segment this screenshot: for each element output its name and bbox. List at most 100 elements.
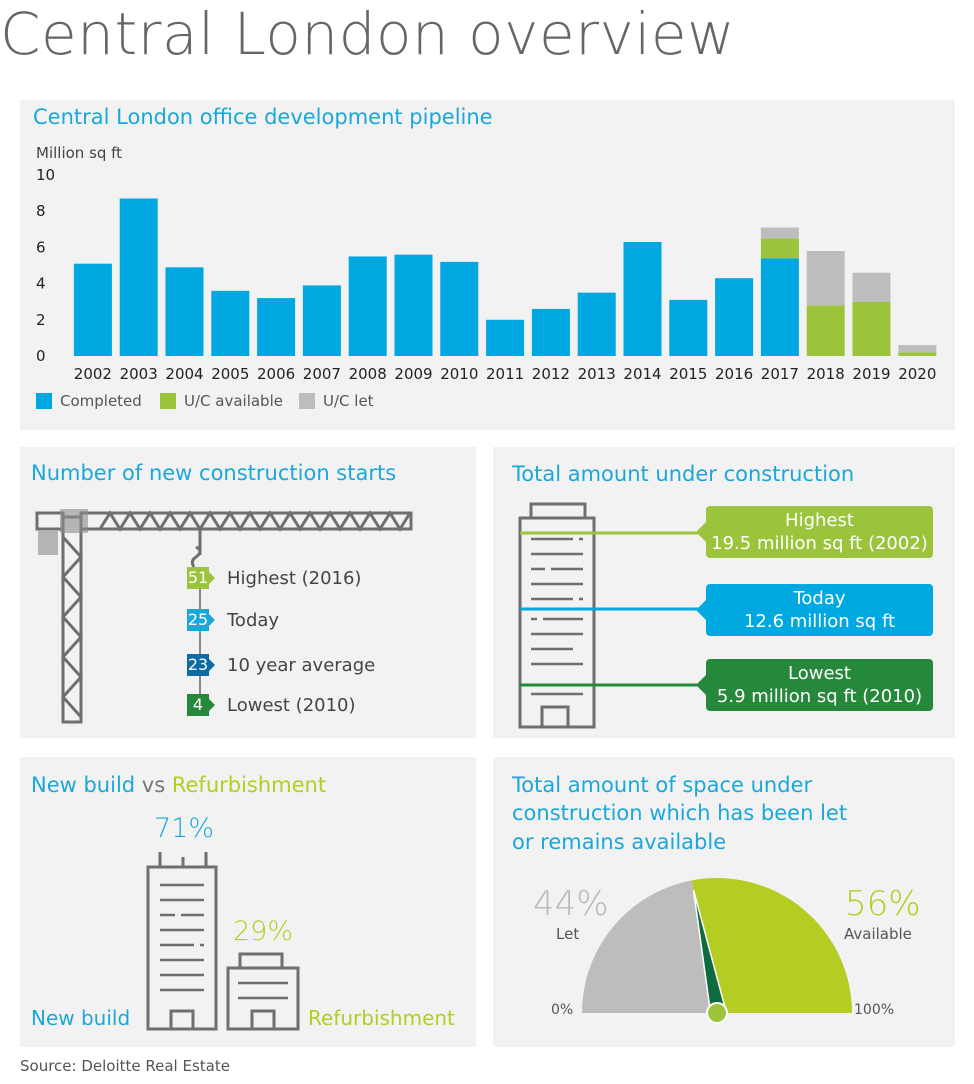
- x-tick-label: 2013: [578, 365, 616, 383]
- starts-row-today: 25 Today: [187, 609, 279, 631]
- bar-completed-2014: [623, 241, 662, 356]
- bar-u-c-available-2018: [806, 305, 845, 356]
- newbuild-title-vs: vs: [135, 773, 172, 797]
- bar-completed-2002: [73, 263, 112, 356]
- x-tick-label: 2009: [394, 365, 432, 383]
- x-tick-label: 2020: [898, 365, 936, 383]
- gauge-max-label: 100%: [854, 1002, 895, 1018]
- building-tower-icon: [518, 502, 708, 729]
- bar-u-c-let-2017: [760, 227, 799, 239]
- space-let-title-line-1: Total amount of space under: [512, 773, 813, 797]
- starts-label-today: Today: [227, 609, 280, 631]
- bar-completed-2003: [119, 198, 158, 356]
- bar-completed-2017: [760, 258, 799, 356]
- gauge-available-slice: [691, 878, 852, 1013]
- bar-u-c-let-2019: [852, 272, 891, 302]
- bar-completed-2008: [348, 256, 387, 356]
- starts-tag-highest: 51: [187, 567, 215, 589]
- x-tick-label: 2002: [74, 365, 112, 383]
- callout-highest-value: 19.5 million sq ft (2002): [711, 533, 928, 554]
- legend-label-uc-available: U/C available: [184, 392, 283, 410]
- available-pct: 56%: [845, 884, 921, 924]
- legend-uc-let: U/C let: [299, 392, 374, 410]
- callout-lowest-title: Lowest: [788, 663, 851, 684]
- space-let-panel: Total amount of space under construction…: [493, 757, 955, 1047]
- starts-label-lowest: Lowest (2010): [227, 694, 356, 716]
- x-tick-label: 2012: [532, 365, 570, 383]
- crane-illustration: [35, 509, 413, 724]
- starts-row-lowest: 4 Lowest (2010): [187, 694, 356, 716]
- legend-swatch-uc-available: [160, 393, 176, 409]
- let-label: Let: [556, 925, 580, 943]
- y-tick-label: 0: [36, 347, 46, 365]
- bar-u-c-let-2020: [898, 345, 937, 353]
- available-label: Available: [844, 925, 912, 943]
- newbuild-title-a: New build: [31, 773, 136, 797]
- newbuild-panel: New build vs Refurbishment 71% 29%: [20, 757, 476, 1047]
- legend-uc-available: U/C available: [160, 392, 283, 410]
- callout-highest-title: Highest: [785, 510, 854, 531]
- x-tick-label: 2005: [211, 365, 249, 383]
- construction-starts-title: Number of new construction starts: [31, 461, 397, 485]
- legend-completed: Completed: [36, 392, 142, 410]
- x-tick-label: 2004: [165, 365, 203, 383]
- chart-ylabel: Million sq ft: [36, 144, 123, 162]
- starts-tag-average: 23: [187, 654, 215, 676]
- gauge-hub: [706, 1002, 728, 1024]
- page-title: Central London overview: [0, 0, 736, 68]
- x-tick-label: 2017: [761, 365, 799, 383]
- bar-completed-2013: [577, 292, 616, 356]
- starts-row-average: 23 10 year average: [187, 654, 375, 676]
- bar-u-c-available-2019: [852, 301, 891, 356]
- refurb-pct: 29%: [233, 916, 294, 947]
- legend-label-uc-let: U/C let: [323, 392, 374, 410]
- y-tick-label: 4: [36, 275, 46, 293]
- callout-today-title: Today: [793, 588, 846, 609]
- starts-tag-today: 25: [187, 609, 215, 631]
- bar-completed-2012: [531, 308, 570, 356]
- x-tick-label: 2003: [120, 365, 158, 383]
- callout-today: Today 12.6 million sq ft: [696, 584, 933, 636]
- callout-today-value: 12.6 million sq ft: [743, 611, 896, 632]
- x-tick-label: 2018: [807, 365, 845, 383]
- newbuild-label: New build: [31, 1006, 131, 1030]
- newbuild-pct: 71%: [154, 813, 215, 844]
- x-tick-label: 2007: [303, 365, 341, 383]
- under-construction-panel: Total amount under construction Highe: [493, 447, 955, 738]
- starts-tag-lowest: 4: [187, 694, 215, 716]
- bar-completed-2007: [302, 285, 341, 356]
- callout-lowest-value: 5.9 million sq ft (2010): [716, 686, 923, 707]
- y-tick-label: 6: [36, 238, 46, 256]
- bar-completed-2016: [715, 278, 754, 356]
- buildings-icon: [146, 852, 300, 1031]
- x-tick-label: 2011: [486, 365, 524, 383]
- space-let-title-line-3: or remains available: [512, 830, 727, 854]
- chart-title: Central London office development pipeli…: [33, 105, 493, 129]
- x-tick-label: 2006: [257, 365, 295, 383]
- bar-completed-2009: [394, 254, 433, 356]
- bar-completed-2006: [257, 298, 296, 356]
- callout-lowest: Lowest 5.9 million sq ft (2010): [696, 659, 933, 711]
- starts-label-highest: Highest (2016): [227, 567, 362, 589]
- bar-u-c-let-2018: [806, 251, 845, 306]
- bar-completed-2011: [486, 319, 525, 356]
- pipeline-chart-panel: Central London office development pipeli…: [20, 100, 955, 430]
- x-tick-label: 2016: [715, 365, 753, 383]
- x-tick-label: 2019: [852, 365, 890, 383]
- starts-row-highest: 51 Highest (2016): [187, 567, 361, 589]
- bar-u-c-available-2017: [760, 238, 799, 259]
- let-pct: 44%: [533, 884, 609, 924]
- legend-swatch-uc-let: [299, 393, 315, 409]
- newbuild-title: New build vs Refurbishment: [31, 773, 326, 797]
- gauge-let-slice: [582, 880, 717, 1013]
- refurb-label: Refurbishment: [308, 1006, 455, 1030]
- construction-starts-panel: Number of new construction starts 51 Hig…: [20, 447, 476, 738]
- pipeline-bar-chart: 0 2 4 6 8 10 2002 2003 2004 2005 2006 2007 2008 2009 2…: [36, 166, 937, 383]
- gauge-min-label: 0%: [551, 1002, 574, 1018]
- bar-completed-2015: [669, 299, 708, 356]
- space-let-title-line-2: construction which has been let: [512, 801, 848, 825]
- legend-label-completed: Completed: [60, 392, 142, 410]
- bar-completed-2010: [440, 261, 479, 356]
- let-available-gauge: [582, 878, 852, 1024]
- callout-highest: Highest 19.5 million sq ft (2002): [696, 506, 933, 558]
